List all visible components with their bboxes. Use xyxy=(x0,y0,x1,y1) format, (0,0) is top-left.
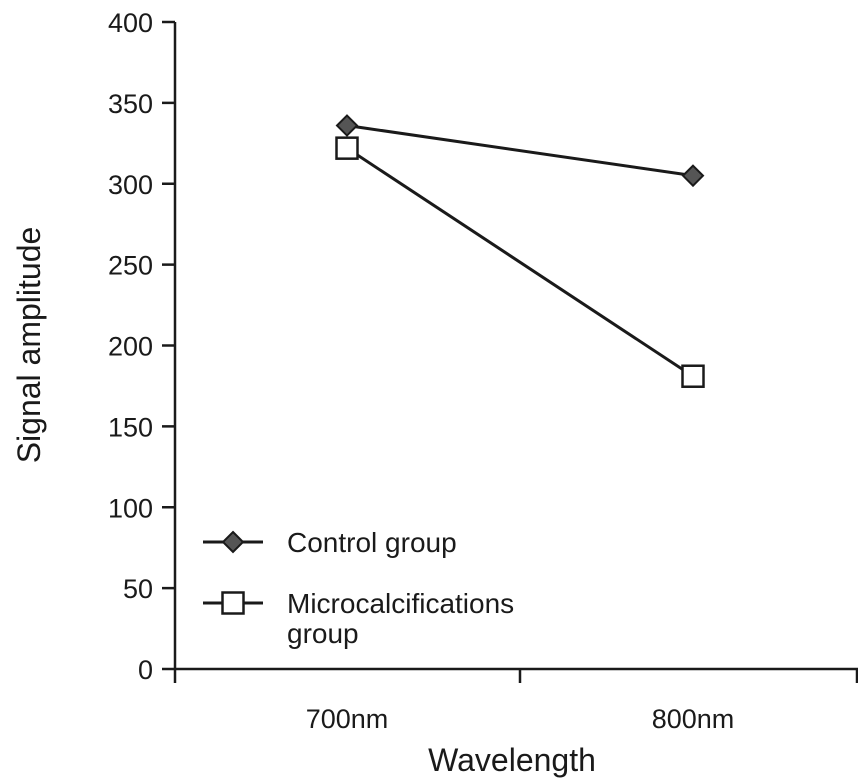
data-point-1-1 xyxy=(335,114,359,137)
axes: 0 50 100 150 200 250 300 350 400 700nm 800nm xyxy=(108,8,858,734)
y-tick-label: 250 xyxy=(108,251,153,281)
y-axis-title: Signal amplitude xyxy=(11,227,47,464)
x-tick-label: 700nm xyxy=(306,704,389,734)
y-tick-label: 400 xyxy=(108,8,153,38)
y-tick-label: 300 xyxy=(108,170,153,200)
legend-label-1: Control group xyxy=(287,527,457,558)
y-tick-label: 50 xyxy=(123,574,153,604)
data-point-1-2 xyxy=(681,164,705,188)
legend-marker-2 xyxy=(221,591,245,615)
y-tick-label: 200 xyxy=(108,332,153,362)
series-line-1 xyxy=(346,124,694,178)
x-axis-title: Wavelength xyxy=(428,742,596,778)
y-tick-label: 0 xyxy=(138,655,153,685)
series-line-2 xyxy=(346,146,694,378)
x-tick-label: 800nm xyxy=(652,704,735,734)
series-layer xyxy=(335,114,705,388)
y-tick-label: 100 xyxy=(108,493,153,523)
legend-label-2: Microcalcifications xyxy=(287,588,514,619)
data-point-2-1 xyxy=(335,136,359,160)
y-tick-label: 350 xyxy=(108,89,153,119)
legend-label-2: group xyxy=(287,618,359,649)
y-tick-label: 150 xyxy=(108,412,153,442)
legend-marker-1 xyxy=(221,530,245,554)
data-point-2-2 xyxy=(681,364,705,388)
